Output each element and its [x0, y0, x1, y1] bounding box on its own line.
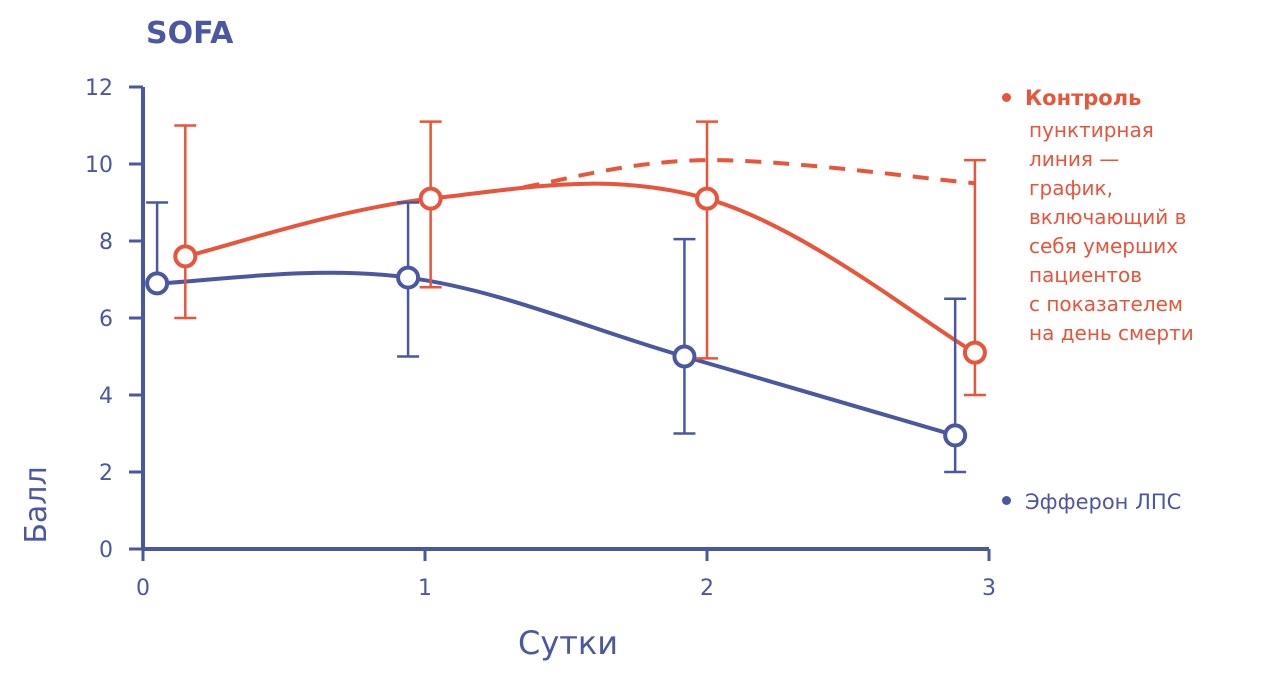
y-tick-label: 8 — [99, 230, 113, 255]
x-tick-label: 3 — [982, 576, 996, 601]
legend-note-line: пунктирная — [1029, 118, 1154, 142]
legend-control-label: Контроль — [1025, 86, 1142, 110]
dashed-series-line — [523, 158, 976, 190]
legend-efferon-label: Эфферон ЛПС — [1025, 490, 1182, 514]
dashed-series — [523, 158, 976, 190]
y-tick-label: 0 — [99, 538, 113, 563]
legend-note-line: пациентов — [1029, 263, 1142, 287]
x-tick-label: 2 — [700, 576, 714, 601]
chart-title: SOFA — [146, 16, 234, 51]
series-lines — [157, 181, 976, 438]
markers — [145, 186, 987, 448]
legend-note-line: включающий в — [1029, 205, 1187, 229]
data-point — [943, 423, 968, 448]
data-point — [695, 186, 719, 211]
data-point — [672, 344, 697, 369]
legend-note-line: линия — — [1029, 147, 1120, 171]
error-bars — [146, 120, 986, 474]
y-tick-label: 2 — [99, 461, 113, 486]
x-axis-label: Сутки — [518, 624, 618, 662]
legend-efferon: Эфферон ЛПС — [1002, 490, 1181, 514]
data-point — [396, 265, 421, 290]
x-tick-label: 1 — [418, 576, 432, 601]
legend-note-line: себя умерших — [1029, 234, 1179, 258]
y-tick-label: 10 — [85, 153, 113, 178]
legend-control: Контроль пунктирная линия — график, вклю… — [1002, 86, 1259, 348]
data-point — [173, 244, 198, 269]
legend-efferon-marker — [1002, 495, 1011, 505]
legend-note-line: на день смерти — [1029, 321, 1194, 345]
data-point — [145, 271, 170, 296]
data-point — [962, 340, 987, 365]
x-tick-label: 0 — [136, 576, 150, 601]
legend-note-line: график, — [1029, 176, 1113, 200]
y-tick-label: 6 — [99, 307, 113, 332]
legend-control-marker — [1002, 93, 1011, 102]
y-tick-label: 12 — [85, 76, 113, 101]
series-line — [184, 181, 976, 355]
legend-note-line: с показателем — [1029, 292, 1184, 316]
series-line — [157, 270, 956, 438]
y-axis-label: Балл — [19, 466, 54, 543]
data-point — [418, 186, 443, 211]
legend-control-note: пунктирная линия — график, включающий в … — [1029, 116, 1259, 348]
y-tick-label: 4 — [99, 384, 113, 409]
